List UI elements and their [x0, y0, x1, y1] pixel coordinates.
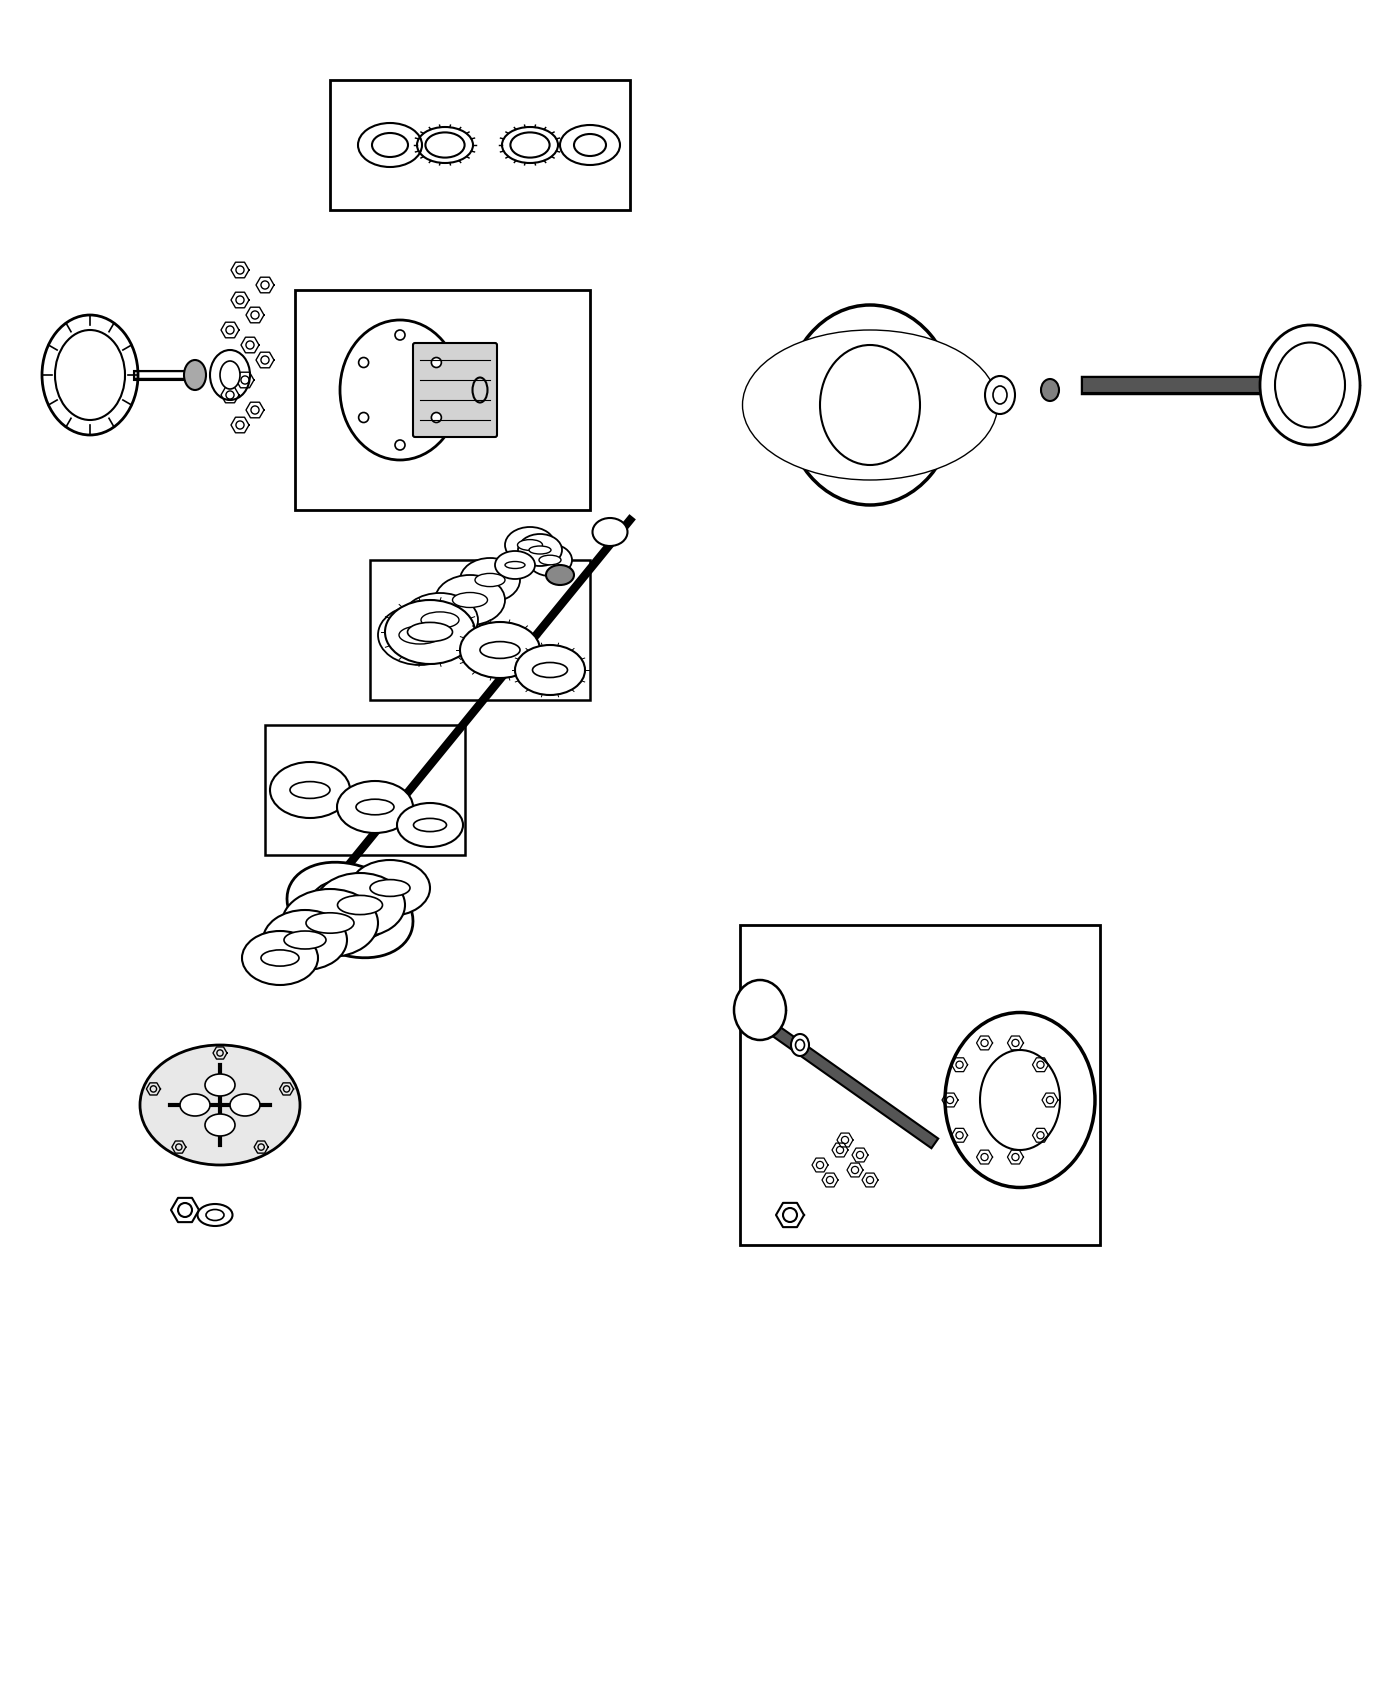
Ellipse shape [204, 1074, 235, 1096]
Ellipse shape [372, 133, 407, 156]
Ellipse shape [592, 518, 627, 546]
Bar [741, 925, 1100, 1244]
Ellipse shape [505, 561, 525, 568]
Ellipse shape [515, 644, 585, 695]
Ellipse shape [311, 881, 389, 938]
Ellipse shape [475, 573, 505, 586]
Ellipse shape [340, 320, 461, 461]
Bar [295, 291, 589, 510]
Circle shape [358, 357, 368, 367]
Ellipse shape [769, 345, 972, 466]
Ellipse shape [399, 626, 441, 644]
Ellipse shape [505, 527, 554, 563]
Ellipse shape [791, 1034, 809, 1056]
Ellipse shape [795, 1039, 805, 1051]
Ellipse shape [181, 1095, 210, 1115]
Ellipse shape [421, 612, 459, 627]
Ellipse shape [197, 1204, 232, 1226]
Ellipse shape [307, 913, 354, 933]
Ellipse shape [350, 860, 430, 916]
Ellipse shape [461, 622, 540, 678]
Ellipse shape [358, 122, 421, 167]
Ellipse shape [993, 386, 1007, 405]
Ellipse shape [1275, 342, 1345, 427]
Ellipse shape [528, 544, 573, 576]
Ellipse shape [284, 932, 326, 949]
Ellipse shape [242, 932, 318, 984]
Circle shape [395, 330, 405, 340]
Ellipse shape [480, 641, 519, 658]
Ellipse shape [270, 762, 350, 818]
Ellipse shape [281, 889, 378, 957]
Ellipse shape [539, 556, 561, 564]
Ellipse shape [370, 879, 410, 896]
Bar [265, 724, 465, 855]
Ellipse shape [407, 622, 452, 641]
Ellipse shape [398, 802, 463, 847]
Ellipse shape [378, 605, 462, 665]
Ellipse shape [980, 1051, 1060, 1149]
Ellipse shape [140, 1046, 300, 1164]
Ellipse shape [734, 979, 785, 1040]
Ellipse shape [532, 663, 567, 678]
Ellipse shape [204, 1114, 235, 1136]
Ellipse shape [230, 1095, 260, 1115]
Ellipse shape [210, 350, 251, 400]
Circle shape [431, 357, 441, 367]
Ellipse shape [1260, 325, 1359, 445]
Ellipse shape [560, 126, 620, 165]
Ellipse shape [574, 134, 606, 156]
Bar [330, 80, 630, 211]
Ellipse shape [452, 593, 487, 607]
Circle shape [358, 413, 368, 423]
Ellipse shape [263, 910, 347, 971]
Ellipse shape [287, 862, 413, 957]
Ellipse shape [435, 575, 505, 626]
Ellipse shape [402, 593, 477, 648]
Bar [370, 559, 589, 700]
Ellipse shape [986, 376, 1015, 415]
Ellipse shape [461, 558, 519, 602]
Ellipse shape [529, 546, 552, 554]
Circle shape [395, 440, 405, 450]
Ellipse shape [1042, 379, 1058, 401]
Ellipse shape [356, 799, 393, 814]
Ellipse shape [518, 534, 561, 566]
Ellipse shape [220, 360, 239, 389]
Ellipse shape [337, 780, 413, 833]
Ellipse shape [337, 896, 382, 915]
Ellipse shape [518, 539, 543, 551]
Ellipse shape [820, 345, 920, 466]
Ellipse shape [385, 600, 475, 665]
Ellipse shape [742, 330, 997, 479]
FancyBboxPatch shape [413, 343, 497, 437]
Circle shape [431, 413, 441, 423]
Ellipse shape [183, 360, 206, 389]
Ellipse shape [315, 874, 405, 937]
Ellipse shape [260, 950, 300, 966]
Ellipse shape [785, 304, 955, 505]
Ellipse shape [290, 782, 330, 799]
Ellipse shape [496, 551, 535, 580]
Ellipse shape [945, 1013, 1095, 1188]
Ellipse shape [546, 564, 574, 585]
Ellipse shape [413, 818, 447, 831]
Ellipse shape [206, 1209, 224, 1221]
